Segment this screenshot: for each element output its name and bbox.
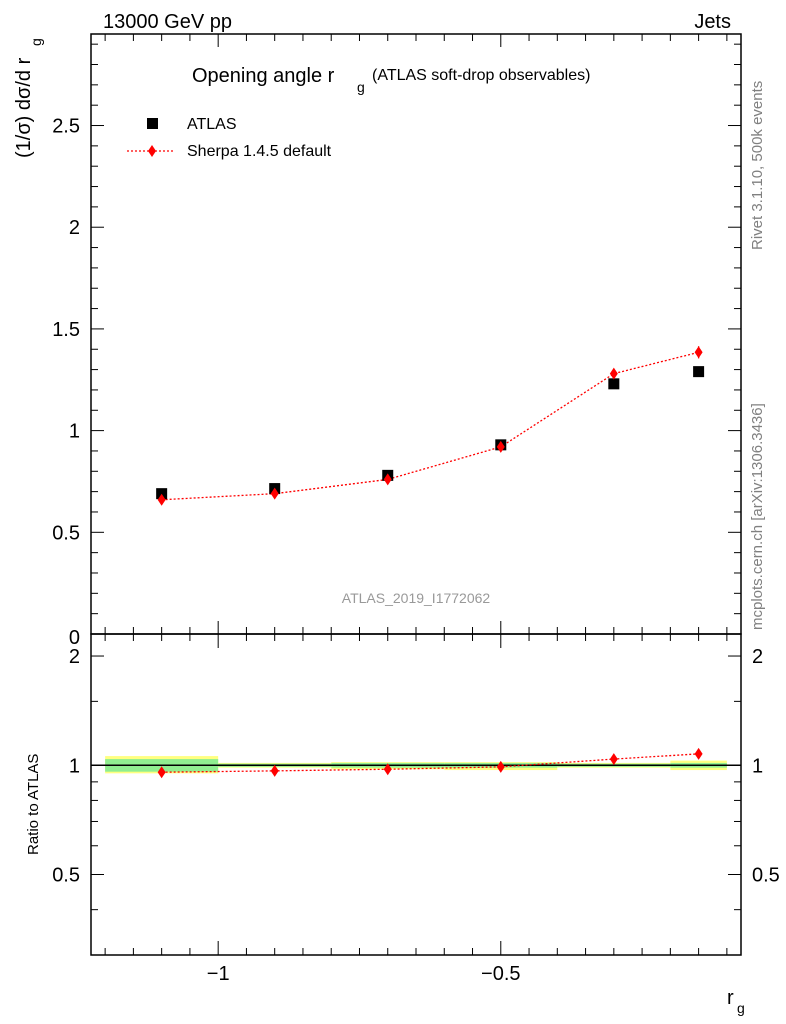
rivet-version-label: Rivet 3.1.10, 500k events xyxy=(749,81,766,250)
main-y-axis-label: (1/σ) dσ/d r xyxy=(13,57,35,158)
ratio-panel: 0.5 0.5 1 1 2 2 −1 −0.5 Ratio to ATLAS r g xyxy=(25,633,780,1016)
sherpa-ratio-point xyxy=(157,766,166,779)
main-y-tick-label: 1.5 xyxy=(52,319,80,341)
ratio-plot-frame xyxy=(90,633,742,956)
main-panel: 0.5 1 1.5 2 2.5 0 Opening angle r g (ATLAS so… xyxy=(13,33,742,649)
sherpa-ratio-point xyxy=(609,753,618,766)
main-y-tick-label: 0.5 xyxy=(52,522,80,544)
main-y-tick-label: 2.5 xyxy=(52,116,80,138)
atlas-data-point xyxy=(156,488,168,500)
main-title: Opening angle r xyxy=(192,65,335,87)
ratio-y-tick-label-right: 2 xyxy=(752,646,763,668)
header-process-label: Jets xyxy=(694,11,731,33)
sherpa-ratio-point xyxy=(694,747,703,760)
ratio-y-tick-label-right: 1 xyxy=(752,755,763,777)
main-title-suffix: (ATLAS soft-drop observables) xyxy=(372,67,590,84)
ratio-y-tick-label-right: 0.5 xyxy=(752,864,780,886)
sherpa-ratio-point xyxy=(383,763,392,776)
legend: ATLAS Sherpa 1.4.5 default xyxy=(127,116,332,160)
main-y-tick-labels: 0.5 1 1.5 2 2.5 0 xyxy=(52,116,80,649)
ratio-y-tick-label-left: 1 xyxy=(69,755,80,777)
main-y-axis-label-subscript: g xyxy=(28,38,44,46)
main-y-tick-label: 1 xyxy=(69,421,80,443)
ratio-y-tick-label-left: 0.5 xyxy=(52,864,80,886)
mcplots-credit-label: mcplots.cern.ch [arXiv:1306.3436] xyxy=(749,403,766,630)
ratio-y-tick-labels: 0.5 0.5 1 1 2 2 xyxy=(52,646,780,886)
legend-sherpa-label: Sherpa 1.4.5 default xyxy=(187,143,332,160)
x-axis-label-subscript: g xyxy=(737,1000,745,1016)
ratio-x-tick-labels: −1 −0.5 xyxy=(207,963,521,985)
x-tick-label: −0.5 xyxy=(481,963,520,985)
main-y-tick-label: 0 xyxy=(69,627,80,649)
legend-atlas-label: ATLAS xyxy=(187,116,237,133)
ratio-series-layer xyxy=(157,747,703,779)
main-y-tick-label: 2 xyxy=(69,217,80,239)
ratio-y-axis-label: Ratio to ATLAS xyxy=(25,754,42,855)
x-axis-label: r xyxy=(727,987,734,1009)
sherpa-data-point xyxy=(270,487,279,500)
sherpa-data-point xyxy=(609,367,618,380)
main-series-layer xyxy=(156,346,705,506)
sherpa-main-line xyxy=(161,351,699,501)
header-energy-label: 13000 GeV pp xyxy=(103,11,232,33)
main-title-text: Opening angle r xyxy=(192,65,335,87)
sherpa-data-point xyxy=(383,473,392,486)
ratio-uncertainty-bands xyxy=(91,756,741,774)
sherpa-ratio-point xyxy=(270,764,279,777)
atlas-data-point xyxy=(608,378,620,390)
sherpa-data-point xyxy=(694,346,703,359)
legend-atlas-marker xyxy=(147,118,158,129)
atlas-data-point xyxy=(693,366,705,378)
legend-sherpa-marker xyxy=(148,145,156,157)
sherpa-data-point xyxy=(496,440,505,453)
x-tick-label: −1 xyxy=(207,963,230,985)
sherpa-ratio-point xyxy=(496,760,505,773)
main-title-subscript: g xyxy=(357,79,365,95)
ratio-axis-ticks xyxy=(91,634,741,956)
ratio-y-tick-label-left: 2 xyxy=(69,646,80,668)
analysis-watermark: ATLAS_2019_I1772062 xyxy=(342,590,491,606)
sherpa-data-point xyxy=(157,493,166,506)
main-axis-ticks xyxy=(91,34,741,635)
